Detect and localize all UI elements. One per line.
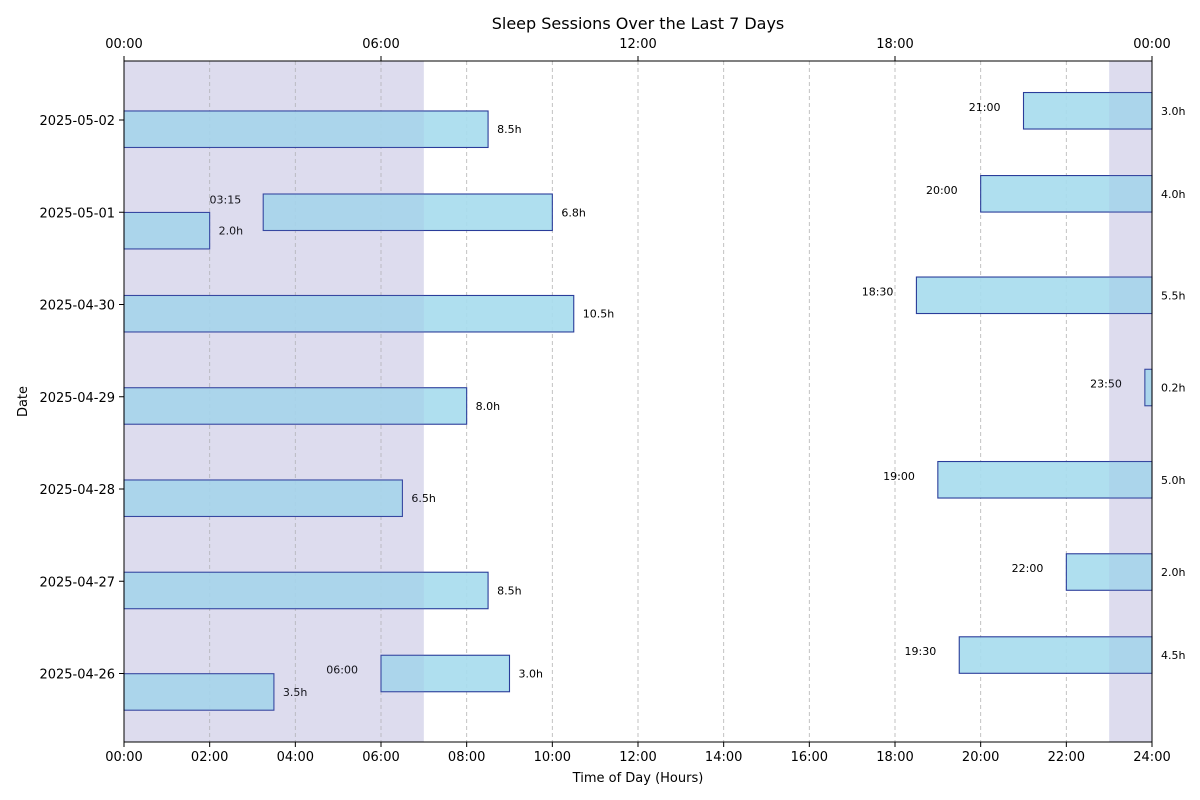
duration-label: 8.5h — [497, 123, 521, 136]
start-time-label: 03:15 — [210, 193, 242, 206]
x-tick-label: 22:00 — [1048, 750, 1085, 765]
duration-label: 4.0h — [1161, 188, 1185, 201]
sleep-bar — [123, 479, 403, 518]
sleep-bar — [123, 571, 489, 610]
top-x-tick-label: 18:00 — [876, 37, 913, 52]
start-time-label: 20:00 — [926, 184, 958, 197]
duration-label: 5.0h — [1161, 474, 1185, 487]
duration-label: 2.0h — [219, 225, 243, 238]
y-tick-label: 2025-04-27 — [39, 575, 115, 590]
duration-label: 3.5h — [283, 686, 307, 699]
top-x-tick-label: 12:00 — [619, 37, 656, 52]
x-tick-label: 02:00 — [191, 750, 228, 765]
duration-label: 0.2h — [1161, 382, 1185, 395]
sleep-bar — [123, 387, 468, 425]
sleep-bar — [958, 636, 1153, 674]
sleep-bar — [123, 673, 275, 711]
chart-title: Sleep Sessions Over the Last 7 Days — [492, 14, 785, 33]
sleep-bar — [123, 110, 489, 149]
x-tick-label: 04:00 — [277, 750, 314, 765]
x-tick-label: 12:00 — [619, 750, 656, 765]
bar-labels-layer: 3.5h 3.0h 06:00 4.5h 19:30 8.5h 2.0h 22:00 6.5h 5… — [124, 61, 1185, 742]
axes-layer: 00:00 02:00 04:00 06:00 08:00 10:00 12:00 14:00… — [39, 37, 1170, 765]
y-tick-label: 2025-04-29 — [39, 391, 115, 406]
y-axis-label: Date — [16, 386, 31, 417]
top-x-tick-label: 00:00 — [1133, 37, 1170, 52]
duration-label: 6.5h — [411, 492, 435, 505]
y-tick-label: 2025-04-28 — [39, 483, 115, 498]
x-tick-label: 24:00 — [1133, 750, 1170, 765]
sleep-bar — [1065, 553, 1153, 591]
x-tick-label: 16:00 — [791, 750, 828, 765]
x-tick-label: 08:00 — [448, 750, 485, 765]
y-tick-label: 2025-04-26 — [39, 668, 115, 683]
sleep-bar — [123, 294, 575, 333]
start-time-label: 19:30 — [905, 645, 937, 658]
y-tick-label: 2025-05-02 — [39, 114, 115, 129]
duration-label: 2.0h — [1161, 566, 1185, 579]
sleep-bar — [915, 276, 1153, 315]
sleep-bar — [937, 460, 1153, 499]
duration-label: 4.5h — [1161, 649, 1185, 662]
duration-label: 8.0h — [476, 400, 500, 413]
duration-label: 8.5h — [497, 584, 521, 597]
sleep-bar — [1022, 91, 1153, 130]
grid-layer — [123, 61, 1153, 742]
night-shade-overlay — [124, 61, 424, 742]
duration-label: 10.5h — [583, 308, 614, 321]
start-time-label: 22:00 — [1012, 562, 1044, 575]
top-x-tick-label: 06:00 — [362, 37, 399, 52]
y-tick-label: 2025-04-30 — [39, 299, 115, 314]
x-tick-label: 06:00 — [362, 750, 399, 765]
sleep-bar — [123, 211, 211, 250]
start-time-label: 06:00 — [326, 664, 358, 677]
x-tick-label: 20:00 — [962, 750, 999, 765]
x-axis-label: Time of Day (Hours) — [572, 771, 704, 786]
bars-layer — [123, 91, 1153, 711]
sleep-bar — [262, 193, 553, 232]
x-tick-label: 10:00 — [534, 750, 571, 765]
duration-label: 5.5h — [1161, 289, 1185, 302]
start-time-label: 18:30 — [862, 285, 894, 298]
top-x-tick-label: 00:00 — [105, 37, 142, 52]
x-tick-label: 00:00 — [105, 750, 142, 765]
sleep-bar — [380, 654, 511, 693]
duration-label: 3.0h — [1161, 105, 1185, 118]
night-shade-overlay — [1109, 61, 1152, 742]
duration-label: 3.0h — [519, 668, 543, 681]
start-time-label: 21:00 — [969, 101, 1001, 114]
start-time-label: 23:50 — [1090, 378, 1122, 391]
sleep-bar — [980, 175, 1153, 213]
duration-label: 6.8h — [561, 206, 585, 219]
x-tick-label: 18:00 — [876, 750, 913, 765]
y-tick-label: 2025-05-01 — [39, 206, 115, 221]
x-tick-label: 14:00 — [705, 750, 742, 765]
start-time-label: 19:00 — [883, 470, 915, 483]
